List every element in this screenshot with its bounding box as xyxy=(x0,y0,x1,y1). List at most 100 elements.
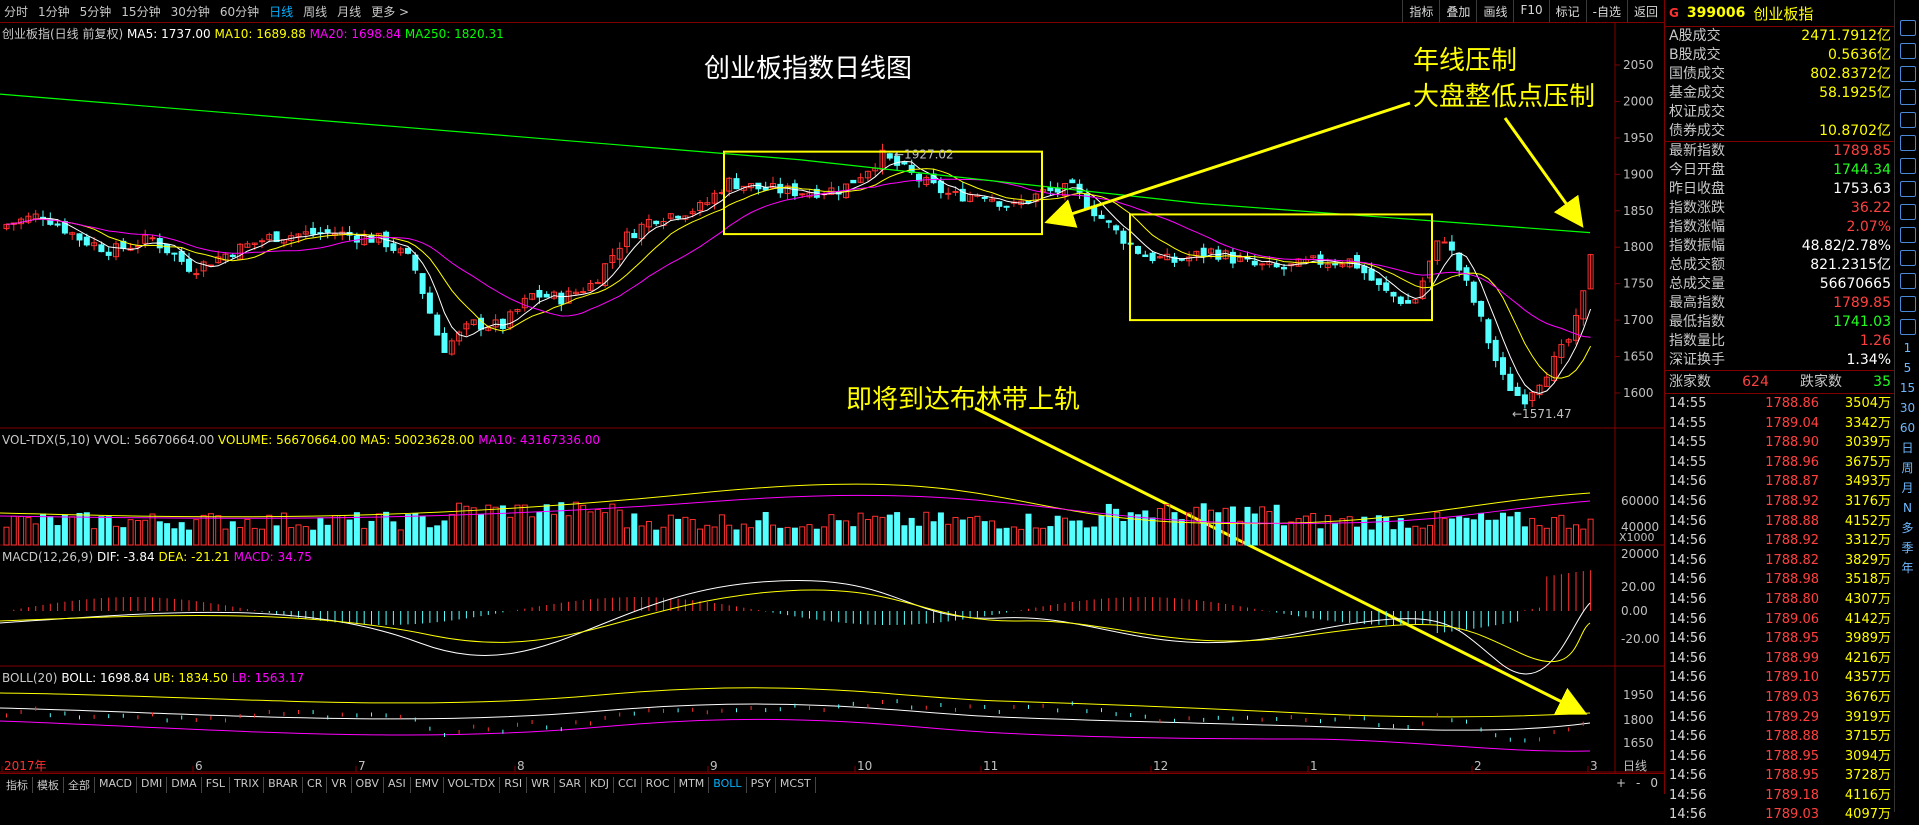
tool-icon[interactable] xyxy=(1899,250,1916,266)
indicator-tab-8[interactable]: BRAR xyxy=(264,777,304,793)
indicator-tab-3[interactable]: MACD xyxy=(95,777,137,793)
indicator-tab-17[interactable]: SAR xyxy=(555,777,587,793)
period-tab-0[interactable]: 分时 xyxy=(4,5,29,19)
tick-list[interactable]: 14:55 1788.86 3504万 14:55 1789.04 3342万 14:55 1… xyxy=(1665,394,1895,825)
quote-row: 总成交额 821.2315亿 xyxy=(1665,256,1895,275)
quote-label: 最高指数 xyxy=(1669,295,1725,311)
indicator-tab-4[interactable]: DMI xyxy=(137,777,168,793)
tool-icon[interactable] xyxy=(1899,66,1916,82)
period-tab-8[interactable]: 月线 xyxy=(337,5,362,19)
zoom-controls: + -0 xyxy=(1616,776,1658,790)
tick-row: 14:56 1788.80 4307万 xyxy=(1665,590,1895,610)
period-tab-7[interactable]: 周线 xyxy=(303,5,328,19)
period-tab-4[interactable]: 30分钟 xyxy=(170,5,210,19)
period-shortcut-0[interactable]: 1 xyxy=(1903,341,1912,355)
indicator-tab-21[interactable]: MTM xyxy=(675,777,710,793)
tool-button-0[interactable]: 指标 xyxy=(1402,0,1439,22)
period-tab-3[interactable]: 15分钟 xyxy=(121,5,161,19)
tick-price: 1789.03 xyxy=(1765,689,1819,705)
tick-volume: 3039万 xyxy=(1844,435,1891,451)
indicator-tab-9[interactable]: CR xyxy=(303,777,328,793)
indicator-tab-23[interactable]: PSY xyxy=(747,777,776,793)
zoom-button-1[interactable]: - xyxy=(1636,776,1641,790)
indicator-tab-0[interactable]: 指标 xyxy=(2,777,33,793)
tool-icon[interactable] xyxy=(1899,43,1916,59)
tool-button-1[interactable]: 叠加 xyxy=(1439,0,1476,22)
tool-icon[interactable] xyxy=(1899,273,1916,289)
candle-body xyxy=(631,232,638,239)
indicator-tab-7[interactable]: TRIX xyxy=(230,777,265,793)
period-shortcut-2[interactable]: 15 xyxy=(1899,381,1916,395)
indicator-tab-14[interactable]: VOL-TDX xyxy=(444,777,501,793)
indicator-tab-16[interactable]: WR xyxy=(527,777,555,793)
tool-button-2[interactable]: 画线 xyxy=(1476,0,1513,22)
period-shortcut-8[interactable]: N xyxy=(1903,501,1912,515)
tool-icon[interactable] xyxy=(1899,204,1916,220)
tool-button-5[interactable]: -自选 xyxy=(1585,0,1627,22)
zoom-button-2[interactable]: 0 xyxy=(1650,776,1658,790)
boll-ub-line xyxy=(0,687,1591,718)
indicator-tab-18[interactable]: KDJ xyxy=(586,777,614,793)
vol-unit-label: X1000 xyxy=(1619,531,1655,544)
tool-icon[interactable] xyxy=(1899,181,1916,197)
period-shortcut-11[interactable]: 年 xyxy=(1901,561,1914,575)
tool-icon[interactable] xyxy=(1899,319,1916,335)
candle-body xyxy=(171,252,178,255)
indicator-tab-10[interactable]: VR xyxy=(327,777,352,793)
period-shortcut-1[interactable]: 5 xyxy=(1903,361,1912,375)
tool-icon[interactable] xyxy=(1899,89,1916,105)
tool-icon[interactable] xyxy=(1899,158,1916,174)
indicator-tab-13[interactable]: EMV xyxy=(411,777,444,793)
indicator-tab-1[interactable]: 模板 xyxy=(33,777,64,793)
candle-body xyxy=(237,243,244,260)
indicator-tab-5[interactable]: DMA xyxy=(167,777,202,793)
candle-body xyxy=(1558,344,1565,358)
period-tab-5[interactable]: 60分钟 xyxy=(219,5,260,19)
quote-label: 总成交量 xyxy=(1669,276,1725,292)
tool-icon[interactable] xyxy=(1899,227,1916,243)
period-shortcut-3[interactable]: 30 xyxy=(1899,401,1916,415)
tool-icon[interactable] xyxy=(1899,296,1916,312)
period-shortcut-10[interactable]: 季 xyxy=(1901,541,1914,555)
candle-body xyxy=(310,227,317,235)
tool-icon[interactable] xyxy=(1899,135,1916,151)
kline-chart[interactable]: 2050200019501900185018001750170016501600… xyxy=(0,23,1664,773)
volume-bar xyxy=(120,527,127,546)
indicator-tab-24[interactable]: MCST xyxy=(776,777,816,793)
zoom-button-0[interactable]: + xyxy=(1615,776,1627,790)
tool-icon[interactable] xyxy=(1899,20,1916,36)
tool-button-3[interactable]: F10 xyxy=(1513,0,1548,22)
indicator-tab-6[interactable]: FSL xyxy=(202,777,230,793)
period-shortcut-6[interactable]: 周 xyxy=(1901,461,1914,475)
annotation-resistance-1: 年线压制 xyxy=(1413,46,1518,76)
indicator-tab-15[interactable]: RSI xyxy=(500,777,528,793)
tool-icon[interactable] xyxy=(1899,112,1916,128)
tick-row: 14:55 1788.90 3039万 xyxy=(1665,433,1895,453)
y-tick-label: 1800 xyxy=(1623,240,1654,254)
period-shortcut-9[interactable]: 多 xyxy=(1901,521,1914,535)
ma5-label: MA5: 1737.00 xyxy=(127,27,211,41)
period-shortcut-5[interactable]: 日 xyxy=(1901,441,1914,455)
indicator-tab-22[interactable]: BOLL xyxy=(709,777,747,793)
period-tab-6[interactable]: 日线 xyxy=(269,5,294,19)
indicator-tab-20[interactable]: ROC xyxy=(642,777,675,793)
candle-body xyxy=(989,198,995,202)
period-tab-1[interactable]: 1分钟 xyxy=(38,5,70,19)
tool-button-4[interactable]: 标记 xyxy=(1548,0,1586,22)
volume-bar xyxy=(1361,516,1368,546)
period-shortcut-4[interactable]: 60 xyxy=(1899,421,1916,435)
candle-body xyxy=(193,273,200,276)
volume-bar xyxy=(1397,518,1404,546)
volume-bar xyxy=(405,514,411,546)
indicator-tab-19[interactable]: CCI xyxy=(614,777,642,793)
period-tab-9[interactable]: 更多 > xyxy=(371,5,410,19)
volume-bar xyxy=(1332,523,1339,546)
indicator-tab-12[interactable]: ASI xyxy=(384,777,411,793)
candle-body xyxy=(799,193,806,196)
tool-button-6[interactable]: 返回 xyxy=(1626,0,1664,22)
indicator-tab-2[interactable]: 全部 xyxy=(64,777,95,793)
tick-time: 14:56 xyxy=(1669,729,1707,745)
period-tab-2[interactable]: 5分钟 xyxy=(79,5,112,19)
indicator-tab-11[interactable]: OBV xyxy=(352,777,384,793)
period-shortcut-7[interactable]: 月 xyxy=(1901,481,1914,495)
